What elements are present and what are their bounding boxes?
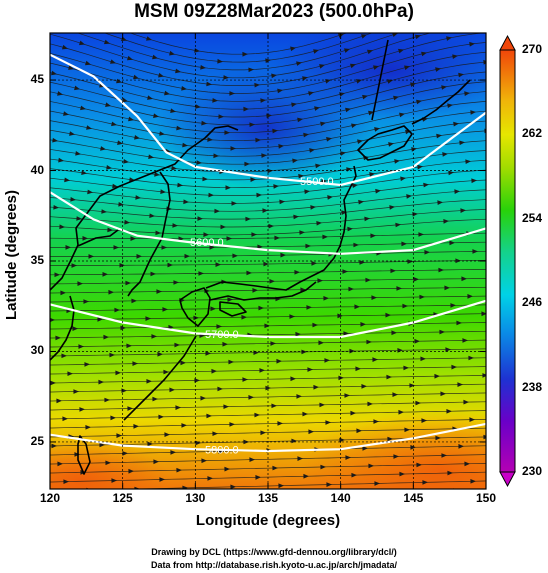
credit-data-source: Data from http://database.rish.kyoto-u.a… xyxy=(150,560,398,570)
coast-sakhalin xyxy=(371,39,389,121)
contour-line-2 xyxy=(50,191,486,255)
x-tick-label-130: 130 xyxy=(185,491,206,505)
colorbar-tick-238: 238 xyxy=(522,379,543,394)
colorbar-tick-246: 246 xyxy=(522,295,543,310)
y-tick-label-35: 35 xyxy=(30,253,44,267)
colorbar-min-triangle xyxy=(499,471,516,488)
colorbar xyxy=(499,34,516,488)
contour-line-1 xyxy=(50,53,486,187)
warm-region-southeast xyxy=(300,410,486,489)
coast-taiwan xyxy=(77,435,91,475)
x-axis-label: Longitude (degrees) xyxy=(195,512,341,529)
colorbar-tick-230: 230 xyxy=(522,464,543,478)
cold-region-northeast xyxy=(270,33,486,120)
y-tick-label-30: 30 xyxy=(30,343,44,358)
coast-shikoku xyxy=(219,301,247,317)
gridlines xyxy=(50,33,486,489)
coastlines xyxy=(50,39,471,475)
y-tick-label-25: 25 xyxy=(30,433,44,448)
coast-shandong xyxy=(77,229,119,247)
colorbar-tick-270: 270 xyxy=(522,42,543,56)
contour-label-1: 5500.0 xyxy=(300,176,334,188)
coast-kurils xyxy=(411,79,471,125)
wind-streamlines xyxy=(50,33,486,489)
colorbar-max-triangle xyxy=(499,34,516,51)
chart-title: MSM 09Z28Mar2023 (500.0hPa) xyxy=(134,1,414,22)
x-tick-label-145: 145 xyxy=(403,491,424,505)
credit-dcl: Drawing by DCL (https://www.gfd-dennou.o… xyxy=(151,547,397,557)
colorbar-tick-262: 262 xyxy=(522,126,543,141)
coast-honshu xyxy=(205,165,357,291)
axis-tickmarks xyxy=(49,33,487,489)
colorbar-body xyxy=(499,49,516,473)
contour-label-4: 5800.0 xyxy=(205,444,239,456)
coast-ryukyu xyxy=(123,335,197,421)
x-tick-label-135: 135 xyxy=(257,491,279,505)
contour-label-2: 5600.0 xyxy=(190,237,224,249)
coast-asia-mainland xyxy=(50,125,239,361)
x-tick-label-140: 140 xyxy=(330,491,351,505)
x-tick-label-150: 150 xyxy=(475,491,497,505)
y-tick-label-40: 40 xyxy=(30,162,44,177)
coast-kyushu xyxy=(179,287,211,327)
contour-label-3: 5700.0 xyxy=(205,329,239,341)
x-tick-label-125: 125 xyxy=(112,491,133,505)
colorbar-tick-254: 254 xyxy=(522,210,543,225)
y-tick-label-45: 45 xyxy=(30,72,44,87)
coast-hokkaido xyxy=(357,125,413,161)
warm-region-southwest xyxy=(50,440,170,489)
x-tick-label-120: 120 xyxy=(39,491,61,505)
